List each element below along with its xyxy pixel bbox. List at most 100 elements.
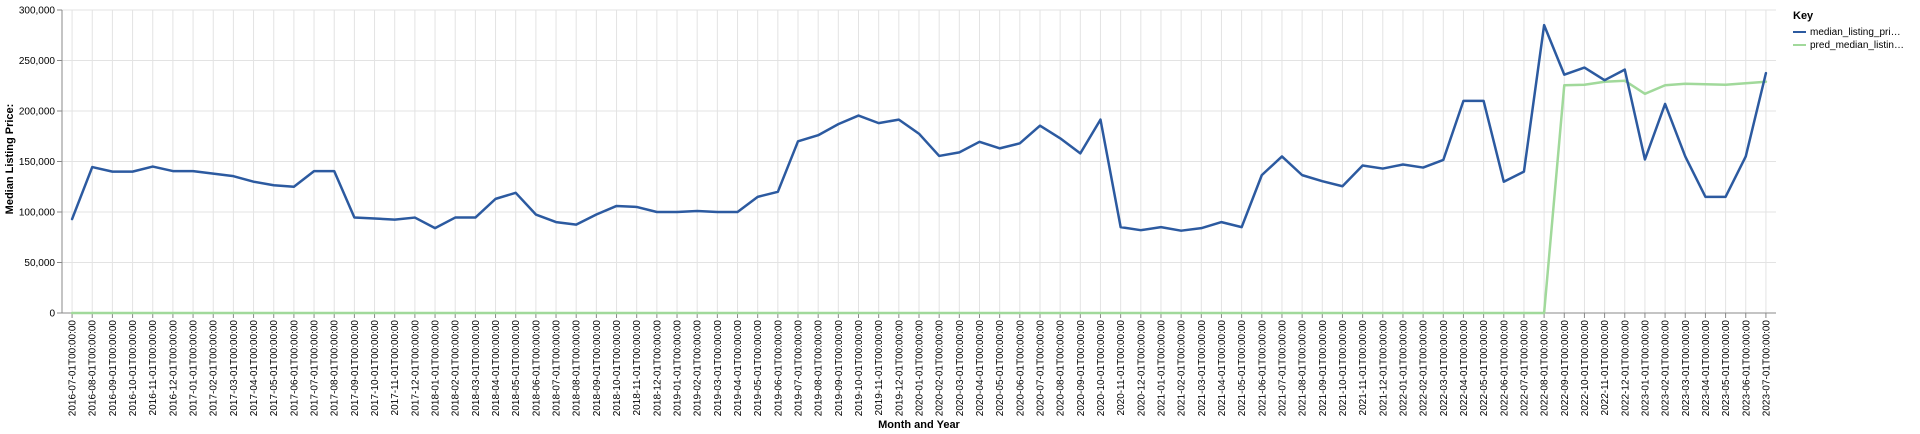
series-lines — [70, 23, 1768, 315]
x-tick-label: 2019-05-01T00:00:00 — [753, 320, 764, 417]
x-tick-label: 2018-08-01T00:00:00 — [572, 320, 583, 417]
x-tick-label: 2018-03-01T00:00:00 — [471, 320, 482, 417]
x-tick-label: 2021-11-01T00:00:00 — [1358, 320, 1369, 416]
x-tick-label: 2017-12-01T00:00:00 — [410, 320, 421, 417]
x-tick-label: 2017-05-01T00:00:00 — [269, 320, 280, 417]
x-tick-label: 2021-02-01T00:00:00 — [1177, 320, 1188, 417]
x-tick-label: 2019-06-01T00:00:00 — [773, 320, 784, 417]
x-tick-label: 2018-06-01T00:00:00 — [531, 320, 542, 417]
x-tick-label: 2017-07-01T00:00:00 — [310, 320, 321, 417]
x-tick-label: 2022-08-01T00:00:00 — [1540, 320, 1551, 417]
y-tick-label: 50,000 — [24, 258, 55, 269]
y-tick-label: 0 — [49, 309, 55, 320]
x-tick-label: 2020-10-01T00:00:00 — [1096, 320, 1107, 417]
x-tick-label: 2018-09-01T00:00:00 — [592, 320, 603, 417]
y-tick-label: 200,000 — [19, 107, 56, 118]
x-tick-label: 2019-04-01T00:00:00 — [733, 320, 744, 417]
x-tick-label: 2017-08-01T00:00:00 — [330, 320, 341, 417]
x-tick-label: 2016-09-01T00:00:00 — [108, 320, 119, 417]
y-axis-title: Median Listing Price: — [4, 104, 16, 215]
y-tick-label: 250,000 — [19, 56, 56, 67]
x-tick-label: 2019-08-01T00:00:00 — [814, 320, 825, 417]
x-tick-label: 2016-08-01T00:00:00 — [88, 320, 99, 417]
x-tick-label: 2020-09-01T00:00:00 — [1076, 320, 1087, 417]
x-tick-label: 2022-10-01T00:00:00 — [1580, 320, 1591, 417]
x-tick-label: 2018-02-01T00:00:00 — [451, 320, 462, 417]
x-tick-label: 2017-10-01T00:00:00 — [370, 320, 381, 417]
x-tick-label: 2021-05-01T00:00:00 — [1237, 320, 1248, 417]
x-tick-label: 2018-10-01T00:00:00 — [612, 320, 623, 417]
y-axis: 0 50,000 100,000 150,000 200,000 250,000 300,0… — [19, 6, 63, 320]
x-tick-label: 2022-11-01T00:00:00 — [1600, 320, 1611, 416]
x-tick-label: 2022-02-01T00:00:00 — [1419, 320, 1430, 417]
x-tick-label: 2022-05-01T00:00:00 — [1479, 320, 1490, 417]
x-tick-label: 2020-07-01T00:00:00 — [1035, 320, 1046, 417]
x-tick-label: 2021-08-01T00:00:00 — [1298, 320, 1309, 417]
x-tick-label: 2017-09-01T00:00:00 — [350, 320, 361, 417]
x-tick-label: 2022-01-01T00:00:00 — [1398, 320, 1409, 417]
x-tick-label: 2022-09-01T00:00:00 — [1560, 320, 1571, 417]
legend: Key median_listing_pri… pred_median_list… — [1793, 10, 1904, 51]
y-tick-label: 300,000 — [19, 6, 56, 17]
x-tick-label: 2023-03-01T00:00:00 — [1681, 320, 1692, 417]
x-tick-label: 2021-12-01T00:00:00 — [1378, 320, 1389, 417]
x-tick-label: 2023-01-01T00:00:00 — [1640, 320, 1651, 417]
y-tick-label: 150,000 — [19, 157, 56, 168]
x-tick-label: 2022-06-01T00:00:00 — [1499, 320, 1510, 417]
x-tick-label: 2023-07-01T00:00:00 — [1761, 320, 1772, 417]
x-tick-label: 2021-06-01T00:00:00 — [1257, 320, 1268, 417]
x-tick-label: 2020-01-01T00:00:00 — [915, 320, 926, 417]
x-tick-label: 2020-11-01T00:00:00 — [1116, 320, 1127, 416]
x-tick-label: 2020-03-01T00:00:00 — [955, 320, 966, 417]
x-tick-label: 2017-02-01T00:00:00 — [209, 320, 220, 417]
x-axis: 2016-07-01T00:00:00 2016-08-01T00:00:00 20… — [62, 312, 1776, 417]
x-tick-label: 2018-11-01T00:00:00 — [632, 320, 643, 416]
x-tick-label: 2023-05-01T00:00:00 — [1721, 320, 1732, 417]
x-tick-label: 2022-04-01T00:00:00 — [1459, 320, 1470, 417]
y-tick-label: 100,000 — [19, 208, 56, 219]
x-tick-label: 2022-12-01T00:00:00 — [1620, 320, 1631, 417]
x-tick-label: 2023-04-01T00:00:00 — [1701, 320, 1712, 417]
x-tick-label: 2020-05-01T00:00:00 — [995, 320, 1006, 417]
x-tick-label: 2021-09-01T00:00:00 — [1318, 320, 1329, 417]
x-tick-label: 2017-06-01T00:00:00 — [289, 320, 300, 417]
gridlines — [62, 9, 1776, 314]
x-axis-title: Month and Year — [878, 419, 960, 431]
x-tick-label: 2017-03-01T00:00:00 — [229, 320, 240, 417]
x-tick-label: 2023-06-01T00:00:00 — [1741, 320, 1752, 417]
x-tick-label: 2020-06-01T00:00:00 — [1015, 320, 1026, 417]
series-line-pred_median_listing_price — [70, 79, 1768, 315]
x-tick-label: 2019-10-01T00:00:00 — [854, 320, 865, 417]
x-tick-label: 2016-10-01T00:00:00 — [128, 320, 139, 417]
x-tick-label: 2018-12-01T00:00:00 — [652, 320, 663, 417]
x-tick-label: 2019-09-01T00:00:00 — [834, 320, 845, 417]
x-tick-label: 2023-02-01T00:00:00 — [1661, 320, 1672, 417]
x-tick-label: 2020-12-01T00:00:00 — [1136, 320, 1147, 417]
x-tick-label: 2018-04-01T00:00:00 — [491, 320, 502, 417]
x-tick-label: 2019-12-01T00:00:00 — [894, 320, 905, 417]
x-tick-label: 2016-12-01T00:00:00 — [168, 320, 179, 417]
x-tick-label: 2019-03-01T00:00:00 — [713, 320, 724, 417]
legend-title: Key — [1793, 10, 1814, 22]
x-tick-label: 2021-10-01T00:00:00 — [1338, 320, 1349, 417]
x-tick-label: 2017-04-01T00:00:00 — [249, 320, 260, 417]
legend-label-pred: pred_median_listin… — [1810, 40, 1904, 51]
x-tick-label: 2021-03-01T00:00:00 — [1197, 320, 1208, 417]
x-tick-label: 2021-04-01T00:00:00 — [1217, 320, 1228, 417]
x-tick-label: 2017-11-01T00:00:00 — [390, 320, 401, 416]
series-line-median_listing_price — [70, 23, 1768, 232]
x-tick-label: 2020-08-01T00:00:00 — [1056, 320, 1067, 417]
x-tick-label: 2020-02-01T00:00:00 — [935, 320, 946, 417]
x-tick-label: 2019-11-01T00:00:00 — [874, 320, 885, 416]
x-tick-label: 2018-07-01T00:00:00 — [552, 320, 563, 417]
x-tick-label: 2019-02-01T00:00:00 — [693, 320, 704, 417]
x-tick-label: 2019-01-01T00:00:00 — [673, 320, 684, 417]
x-tick-label: 2019-07-01T00:00:00 — [794, 320, 805, 417]
x-tick-label: 2022-03-01T00:00:00 — [1439, 320, 1450, 417]
x-tick-label: 2021-07-01T00:00:00 — [1277, 320, 1288, 417]
legend-label-median: median_listing_pri… — [1810, 27, 1901, 38]
x-tick-label: 2016-11-01T00:00:00 — [148, 320, 159, 416]
x-tick-label: 2020-04-01T00:00:00 — [975, 320, 986, 417]
x-tick-label: 2016-07-01T00:00:00 — [68, 320, 79, 417]
